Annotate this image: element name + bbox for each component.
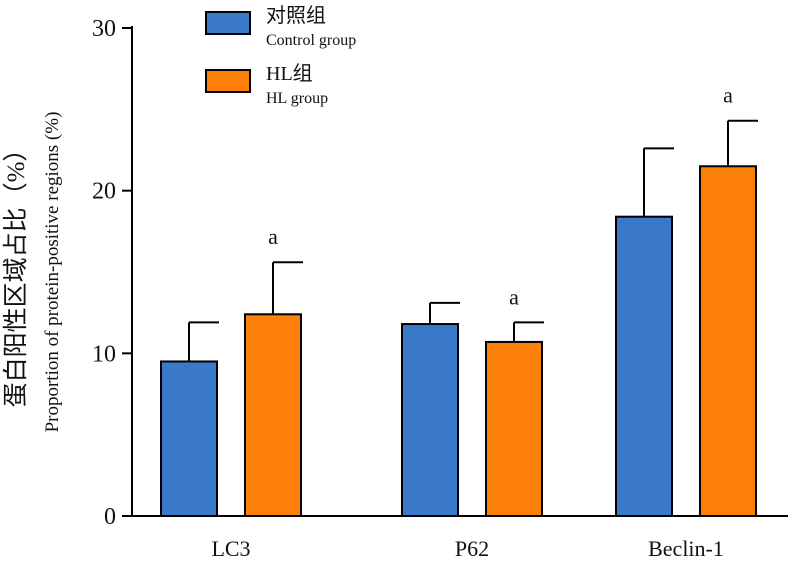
significance-label: a xyxy=(723,83,733,108)
bar xyxy=(401,323,459,518)
legend-label-hl-cn: HL组 xyxy=(266,62,313,85)
legend-label-hl-en: HL group xyxy=(266,90,328,107)
y-tick-label: 0 xyxy=(104,504,116,530)
bar xyxy=(699,165,757,517)
legend: 对照组 Control group HL组 HL group xyxy=(205,4,356,107)
legend-label-control-cn: 对照组 xyxy=(266,4,326,27)
legend-swatch-hl xyxy=(205,69,251,93)
bar xyxy=(160,360,218,518)
bar xyxy=(244,313,302,517)
y-tick-label: 30 xyxy=(92,16,116,42)
significance-label: a xyxy=(268,224,278,249)
y-axis-label-cn: 蛋白阳性区域占比（%） xyxy=(2,137,30,408)
bar xyxy=(615,215,673,517)
y-axis-label-en: Proportion of protein-positive regions (… xyxy=(42,112,63,433)
y-tick-label: 10 xyxy=(92,341,116,367)
legend-swatch-control xyxy=(205,11,251,35)
legend-item-hl: HL组 HL group xyxy=(205,62,328,107)
legend-label-control-en: Control group xyxy=(266,32,356,49)
plot-area: 0 10 20 30 a LC3 a P62 a Beclin-1 xyxy=(92,16,788,561)
x-tick-label: P62 xyxy=(455,536,489,561)
legend-item-control: 对照组 Control group xyxy=(205,4,356,49)
bar xyxy=(485,340,543,517)
y-axis-title: 蛋白阳性区域占比（%） Proportion of protein-positi… xyxy=(2,112,63,433)
y-tick-label: 20 xyxy=(92,179,116,205)
x-tick-label: LC3 xyxy=(211,536,250,561)
x-tick-label: Beclin-1 xyxy=(648,536,724,561)
significance-label: a xyxy=(509,284,519,309)
